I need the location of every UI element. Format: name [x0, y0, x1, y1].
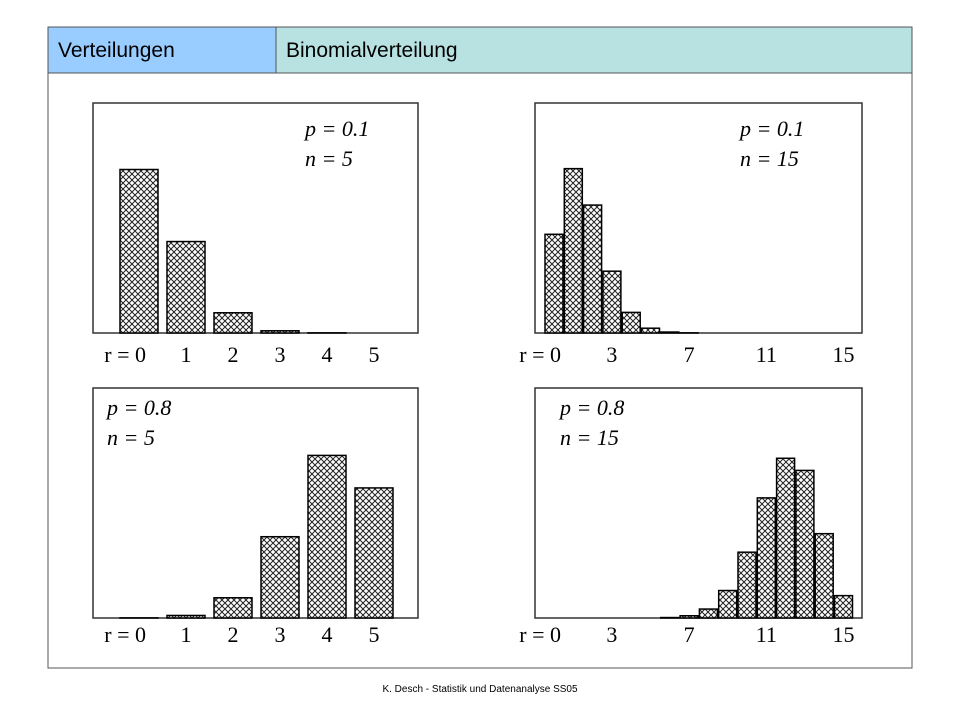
x-tick-label: 3	[606, 342, 617, 367]
bar	[602, 270, 622, 334]
bar	[213, 597, 253, 619]
annotation: p = 0.8	[558, 395, 624, 420]
title-cell	[275, 26, 913, 74]
annotation: n = 15	[560, 425, 619, 450]
footer: K. Desch - Statistik und Datenanalyse SS…	[382, 684, 578, 695]
bar	[679, 615, 699, 619]
bar	[354, 487, 394, 619]
bar	[775, 457, 796, 619]
annotation: n = 15	[740, 146, 799, 171]
plot-frame	[92, 102, 419, 334]
bar	[621, 311, 641, 334]
x-tick-label: 7	[684, 622, 695, 647]
bar	[717, 589, 738, 619]
annotation: p = 0.1	[738, 116, 804, 141]
bar	[119, 168, 159, 334]
x-tick-label: 3	[275, 622, 286, 647]
x-tick-label: 7	[684, 342, 695, 367]
x-tick-label: r = 0	[519, 622, 561, 647]
x-tick-label: 5	[369, 342, 380, 367]
bar	[582, 204, 603, 334]
x-tick-label: 1	[181, 342, 192, 367]
bar	[563, 167, 584, 334]
x-tick-label: 3	[606, 622, 617, 647]
x-tick-label: 5	[369, 622, 380, 647]
x-tick-label: 3	[275, 342, 286, 367]
bar	[795, 469, 815, 619]
bar	[660, 331, 680, 334]
bar	[260, 535, 300, 619]
x-tick-label: 15	[833, 342, 855, 367]
x-tick-label: 11	[756, 342, 777, 367]
x-tick-label: 2	[228, 622, 239, 647]
bar	[307, 454, 347, 619]
bar	[213, 312, 253, 334]
x-tick-label: r = 0	[519, 342, 561, 367]
bar	[756, 497, 777, 619]
bar	[166, 240, 206, 334]
plot-frame	[92, 387, 419, 619]
annotation: p = 0.1	[303, 116, 369, 141]
x-tick-label: r = 0	[104, 622, 146, 647]
bar	[814, 532, 834, 619]
bar	[698, 608, 719, 619]
bar	[640, 327, 661, 334]
annotation: n = 5	[107, 425, 155, 450]
x-tick-label: 4	[322, 622, 333, 647]
bar	[260, 330, 300, 334]
annotation: n = 5	[305, 146, 353, 171]
section-cell	[47, 26, 277, 74]
x-tick-label: 4	[322, 342, 333, 367]
slide-title: Binomialverteilung	[286, 39, 458, 62]
x-tick-label: 11	[756, 622, 777, 647]
section-label: Verteilungen	[58, 39, 175, 62]
bar	[166, 614, 206, 619]
annotation: p = 0.8	[105, 395, 171, 420]
x-tick-label: 1	[181, 622, 192, 647]
bar	[737, 551, 757, 619]
x-tick-label: 2	[228, 342, 239, 367]
bar	[544, 233, 564, 334]
x-tick-label: 15	[833, 622, 855, 647]
x-tick-label: r = 0	[104, 342, 146, 367]
bar	[833, 594, 854, 619]
